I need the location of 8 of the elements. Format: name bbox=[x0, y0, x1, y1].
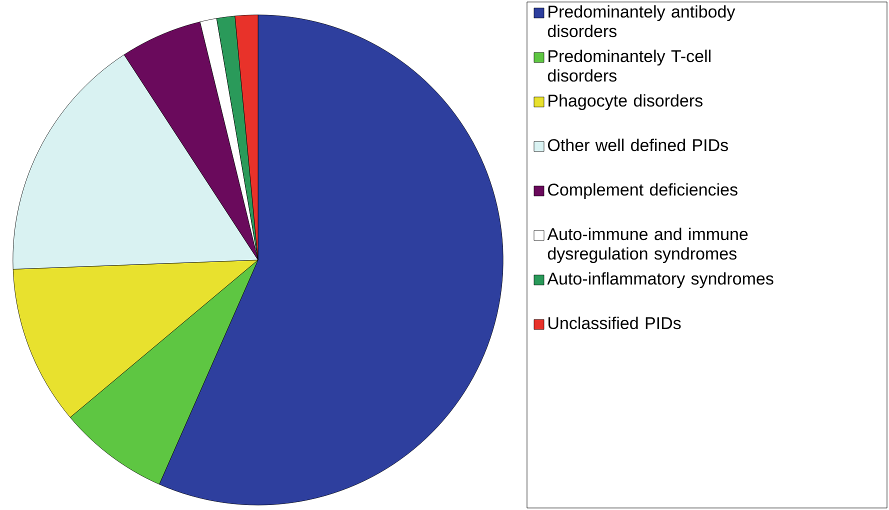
legend-label: Unclassified PIDs bbox=[548, 316, 681, 330]
legend-label: Predominantely antibody disorders bbox=[548, 5, 736, 38]
legend-label: Auto-immune and immune dysregulation syndromes bbox=[547, 228, 748, 264]
legend-label: Predominantely T-cell disorders bbox=[548, 50, 710, 82]
legend-label: Phagocyte disorders bbox=[548, 94, 702, 110]
legend-label: Other well defined PIDs bbox=[548, 138, 728, 152]
legend-label: Complement deficiencies bbox=[548, 183, 738, 200]
legend-label: Auto-inflammatory syndromes bbox=[547, 272, 774, 288]
